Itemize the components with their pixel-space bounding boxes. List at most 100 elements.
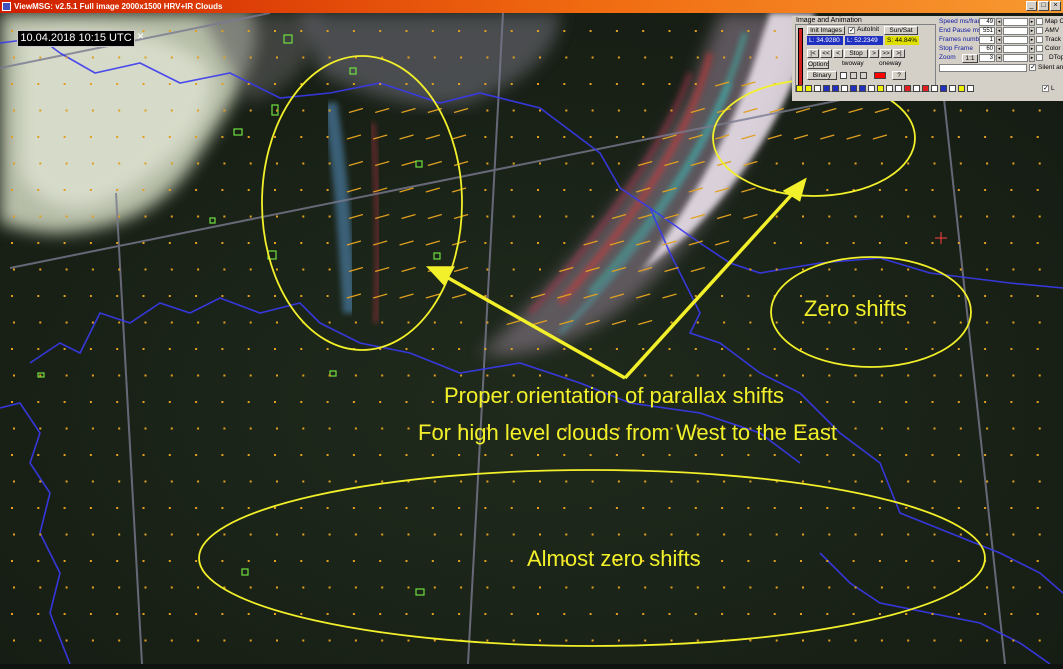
- oneway-label[interactable]: oneway: [879, 60, 902, 67]
- last-checkbox[interactable]: [1042, 84, 1049, 92]
- prev-frame-button[interactable]: <: [833, 49, 843, 58]
- minimize-button[interactable]: _: [1026, 1, 1037, 11]
- stop-frame-spin[interactable]: ◂: [996, 45, 1002, 53]
- options-button[interactable]: Options: [807, 60, 829, 69]
- silent-anim-checkbox[interactable]: [1029, 63, 1036, 71]
- shift-dot: [959, 109, 962, 112]
- palette-swatch-12[interactable]: [895, 85, 902, 92]
- shift-dot: [39, 162, 42, 165]
- shift-dot: [905, 136, 908, 138]
- palette-swatch-13[interactable]: [904, 85, 911, 92]
- palette-swatch-2[interactable]: [805, 85, 812, 92]
- shift-dot: [615, 83, 618, 85]
- stop-button[interactable]: Stop: [844, 49, 868, 58]
- app-icon[interactable]: [2, 2, 11, 11]
- palette-swatch-15[interactable]: [922, 85, 929, 92]
- end-pause-input[interactable]: 551: [979, 27, 995, 35]
- end-pause-spin-right[interactable]: ▸: [1029, 27, 1035, 35]
- palette-swatch-16[interactable]: [931, 85, 938, 92]
- shift-dot: [144, 533, 147, 536]
- palette-swatch-8[interactable]: [859, 85, 866, 92]
- color-swatch-red[interactable]: [874, 72, 886, 79]
- palette-swatch-20[interactable]: [967, 85, 974, 92]
- zoom-spin-right[interactable]: ▸: [1029, 54, 1035, 62]
- shift-dot: [223, 321, 226, 324]
- init-images-button[interactable]: Init Images: [807, 26, 845, 35]
- shift-dot: [1036, 295, 1039, 297]
- shift-dot: [986, 480, 989, 483]
- palette-swatch-17[interactable]: [940, 85, 947, 92]
- color-swatch-grey2[interactable]: [860, 72, 867, 79]
- shift-dot: [274, 189, 276, 191]
- shift-dot: [959, 321, 962, 324]
- speed-spin[interactable]: ◂: [996, 18, 1002, 26]
- shift-dot: [274, 83, 276, 85]
- end-pause-slider[interactable]: [1003, 27, 1028, 35]
- zoom-input[interactable]: 3: [979, 54, 995, 62]
- shift-dot: [773, 560, 776, 562]
- speed-input[interactable]: 49: [979, 18, 995, 26]
- zoom-button[interactable]: 1:1: [962, 54, 978, 63]
- shift-dot: [539, 374, 541, 377]
- shift-dot: [433, 533, 436, 536]
- rewind-button[interactable]: <<: [820, 49, 832, 58]
- satellite-image-view[interactable]: [0, 12, 1063, 665]
- palette-swatch-10[interactable]: [877, 85, 884, 92]
- shift-dot: [484, 136, 487, 138]
- shift-dot: [931, 454, 934, 456]
- sun-sat-button[interactable]: Sun/Sat: [884, 26, 918, 35]
- color-scale-checkbox[interactable]: [1036, 45, 1043, 52]
- frames-spin-right[interactable]: ▸: [1029, 36, 1035, 44]
- shift-vector: [714, 81, 730, 87]
- frames-input[interactable]: 1: [979, 36, 995, 44]
- speed-slider[interactable]: [1003, 18, 1028, 26]
- dtopo-checkbox[interactable]: [1036, 54, 1043, 61]
- shift-dot: [642, 83, 645, 85]
- track-checkbox[interactable]: [1036, 36, 1043, 43]
- palette-swatch-1[interactable]: [796, 85, 803, 92]
- shift-dot: [826, 401, 829, 403]
- binary-button[interactable]: Binary: [807, 71, 837, 80]
- twoway-label[interactable]: twoway: [842, 60, 864, 67]
- amv-checkbox[interactable]: [1036, 27, 1043, 34]
- shift-dot: [91, 321, 94, 324]
- speed-spin-right[interactable]: ▸: [1029, 18, 1035, 26]
- close-button[interactable]: ×: [1050, 1, 1061, 11]
- shift-dot: [589, 189, 592, 191]
- stop-frame-spin-right[interactable]: ▸: [1029, 45, 1035, 53]
- palette-swatch-11[interactable]: [886, 85, 893, 92]
- stop-frame-input[interactable]: 60: [979, 45, 995, 53]
- next-frame-button[interactable]: >: [869, 49, 879, 58]
- shift-dot: [931, 295, 934, 297]
- forward-button[interactable]: >>: [880, 49, 892, 58]
- end-pause-spin[interactable]: ◂: [996, 27, 1002, 35]
- color-swatch-grey[interactable]: [850, 72, 857, 79]
- stop-frame-slider[interactable]: [1003, 45, 1028, 53]
- first-frame-button[interactable]: |<: [807, 49, 819, 58]
- shift-dot: [880, 586, 883, 589]
- zoom-spin[interactable]: ◂: [996, 54, 1002, 62]
- last-frame-button[interactable]: >|: [893, 49, 905, 58]
- frames-slider[interactable]: [1003, 36, 1028, 44]
- palette-swatch-7[interactable]: [850, 85, 857, 92]
- timestamp-close-icon[interactable]: ×: [137, 29, 145, 43]
- maximize-button[interactable]: □: [1038, 1, 1049, 11]
- palette-swatch-18[interactable]: [949, 85, 956, 92]
- palette-swatch-5[interactable]: [832, 85, 839, 92]
- palette-swatch-4[interactable]: [823, 85, 830, 92]
- shift-dot: [63, 560, 66, 562]
- autoinit-checkbox[interactable]: [848, 26, 855, 34]
- help-button[interactable]: ?: [892, 71, 906, 80]
- palette-swatch-6[interactable]: [841, 85, 848, 92]
- palette-swatch-19[interactable]: [958, 85, 965, 92]
- map-overlay-checkbox[interactable]: [1036, 18, 1043, 25]
- palette-swatch-9[interactable]: [868, 85, 875, 92]
- progress-field[interactable]: [939, 64, 1027, 72]
- zoom-slider[interactable]: [1003, 54, 1028, 62]
- color-swatch-white[interactable]: [840, 72, 847, 79]
- shift-dot: [959, 639, 962, 642]
- palette-swatch-14[interactable]: [913, 85, 920, 92]
- shift-vector: [532, 319, 548, 326]
- frames-spin[interactable]: ◂: [996, 36, 1002, 44]
- palette-swatch-3[interactable]: [814, 85, 821, 92]
